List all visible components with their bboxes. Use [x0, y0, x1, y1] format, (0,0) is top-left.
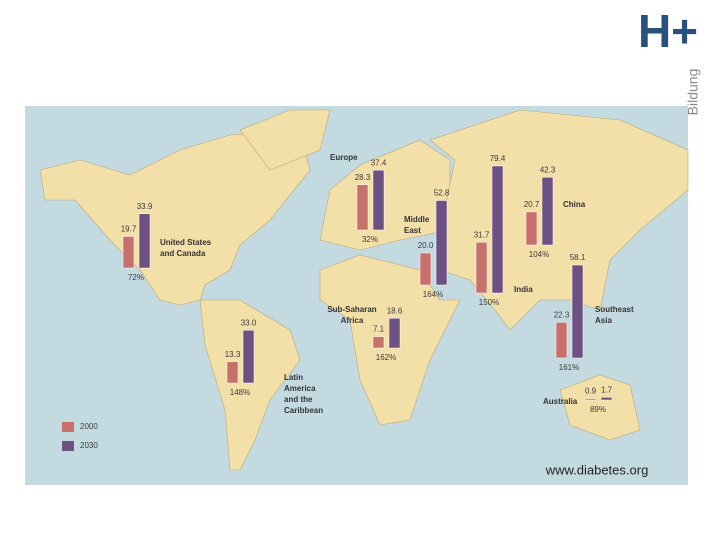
region-name: and Canada [160, 249, 206, 258]
region-name: Caribbean [284, 406, 323, 415]
value-label: 33.9 [137, 202, 153, 211]
legend-label: 2030 [80, 441, 98, 450]
bar [571, 264, 584, 359]
region-name: Asia [595, 316, 612, 325]
change-label: 150% [479, 298, 499, 307]
bar [138, 213, 151, 269]
change-label: 161% [559, 363, 579, 372]
value-label: 31.7 [474, 230, 490, 239]
region-name: Europe [330, 153, 358, 162]
region-name: Middle [404, 215, 430, 224]
bar [122, 236, 135, 269]
bar [372, 169, 385, 231]
source: www.diabetes.org [545, 462, 649, 477]
change-label: 72% [128, 273, 144, 282]
bar [388, 317, 401, 349]
change-label: 104% [529, 250, 549, 259]
logo-mark: H+ [638, 5, 698, 57]
value-label: 52.8 [434, 189, 450, 198]
europe [319, 139, 451, 251]
bar [435, 200, 448, 286]
legend-swatch [62, 422, 74, 432]
change-label: 32% [362, 235, 378, 244]
region-name: India [514, 285, 533, 294]
change-label: 162% [376, 353, 396, 362]
legend-swatch [62, 441, 74, 451]
region-name: Sub-Saharan [327, 305, 376, 314]
australia [559, 374, 641, 441]
value-label: 33.0 [241, 318, 257, 327]
bar [419, 252, 432, 286]
value-label: 0.9 [585, 387, 597, 396]
region-name: Africa [341, 316, 364, 325]
region-name: and the [284, 395, 313, 404]
logo-text: Bildung [685, 69, 701, 116]
legend-label: 2000 [80, 422, 98, 431]
map [25, 106, 689, 485]
region-name: Australia [543, 397, 578, 406]
region-name: Latin [284, 373, 303, 382]
bar [226, 361, 239, 384]
bar [525, 211, 538, 246]
value-label: 13.3 [225, 350, 241, 359]
value-label: 18.6 [387, 306, 403, 315]
bar [541, 177, 554, 246]
bar [475, 242, 488, 294]
value-label: 19.7 [121, 225, 137, 234]
value-label: 1.7 [601, 385, 613, 394]
region-name: United States [160, 238, 212, 247]
value-label: 7.1 [373, 325, 385, 334]
bar [242, 329, 255, 384]
value-label: 42.3 [540, 165, 556, 174]
south-america [199, 299, 301, 471]
bar [491, 165, 504, 294]
value-label: 20.0 [418, 241, 434, 250]
change-label: 89% [590, 405, 606, 414]
bar [600, 397, 613, 401]
region-name: Southeast [595, 305, 634, 314]
region-name: China [563, 200, 586, 209]
bar [356, 184, 369, 231]
value-label: 28.3 [355, 173, 371, 182]
value-label: 79.4 [490, 154, 506, 163]
bar [372, 336, 385, 349]
region-name: East [404, 226, 421, 235]
change-label: 164% [423, 290, 443, 299]
bar [555, 322, 568, 359]
value-label: 22.3 [554, 310, 570, 319]
value-label: 58.1 [570, 253, 586, 262]
bar [584, 398, 597, 401]
region-name: America [284, 384, 316, 393]
change-label: 148% [230, 388, 250, 397]
greenland [239, 109, 331, 171]
north-america [39, 129, 311, 306]
value-label: 37.4 [371, 158, 387, 167]
value-label: 20.7 [524, 200, 540, 209]
